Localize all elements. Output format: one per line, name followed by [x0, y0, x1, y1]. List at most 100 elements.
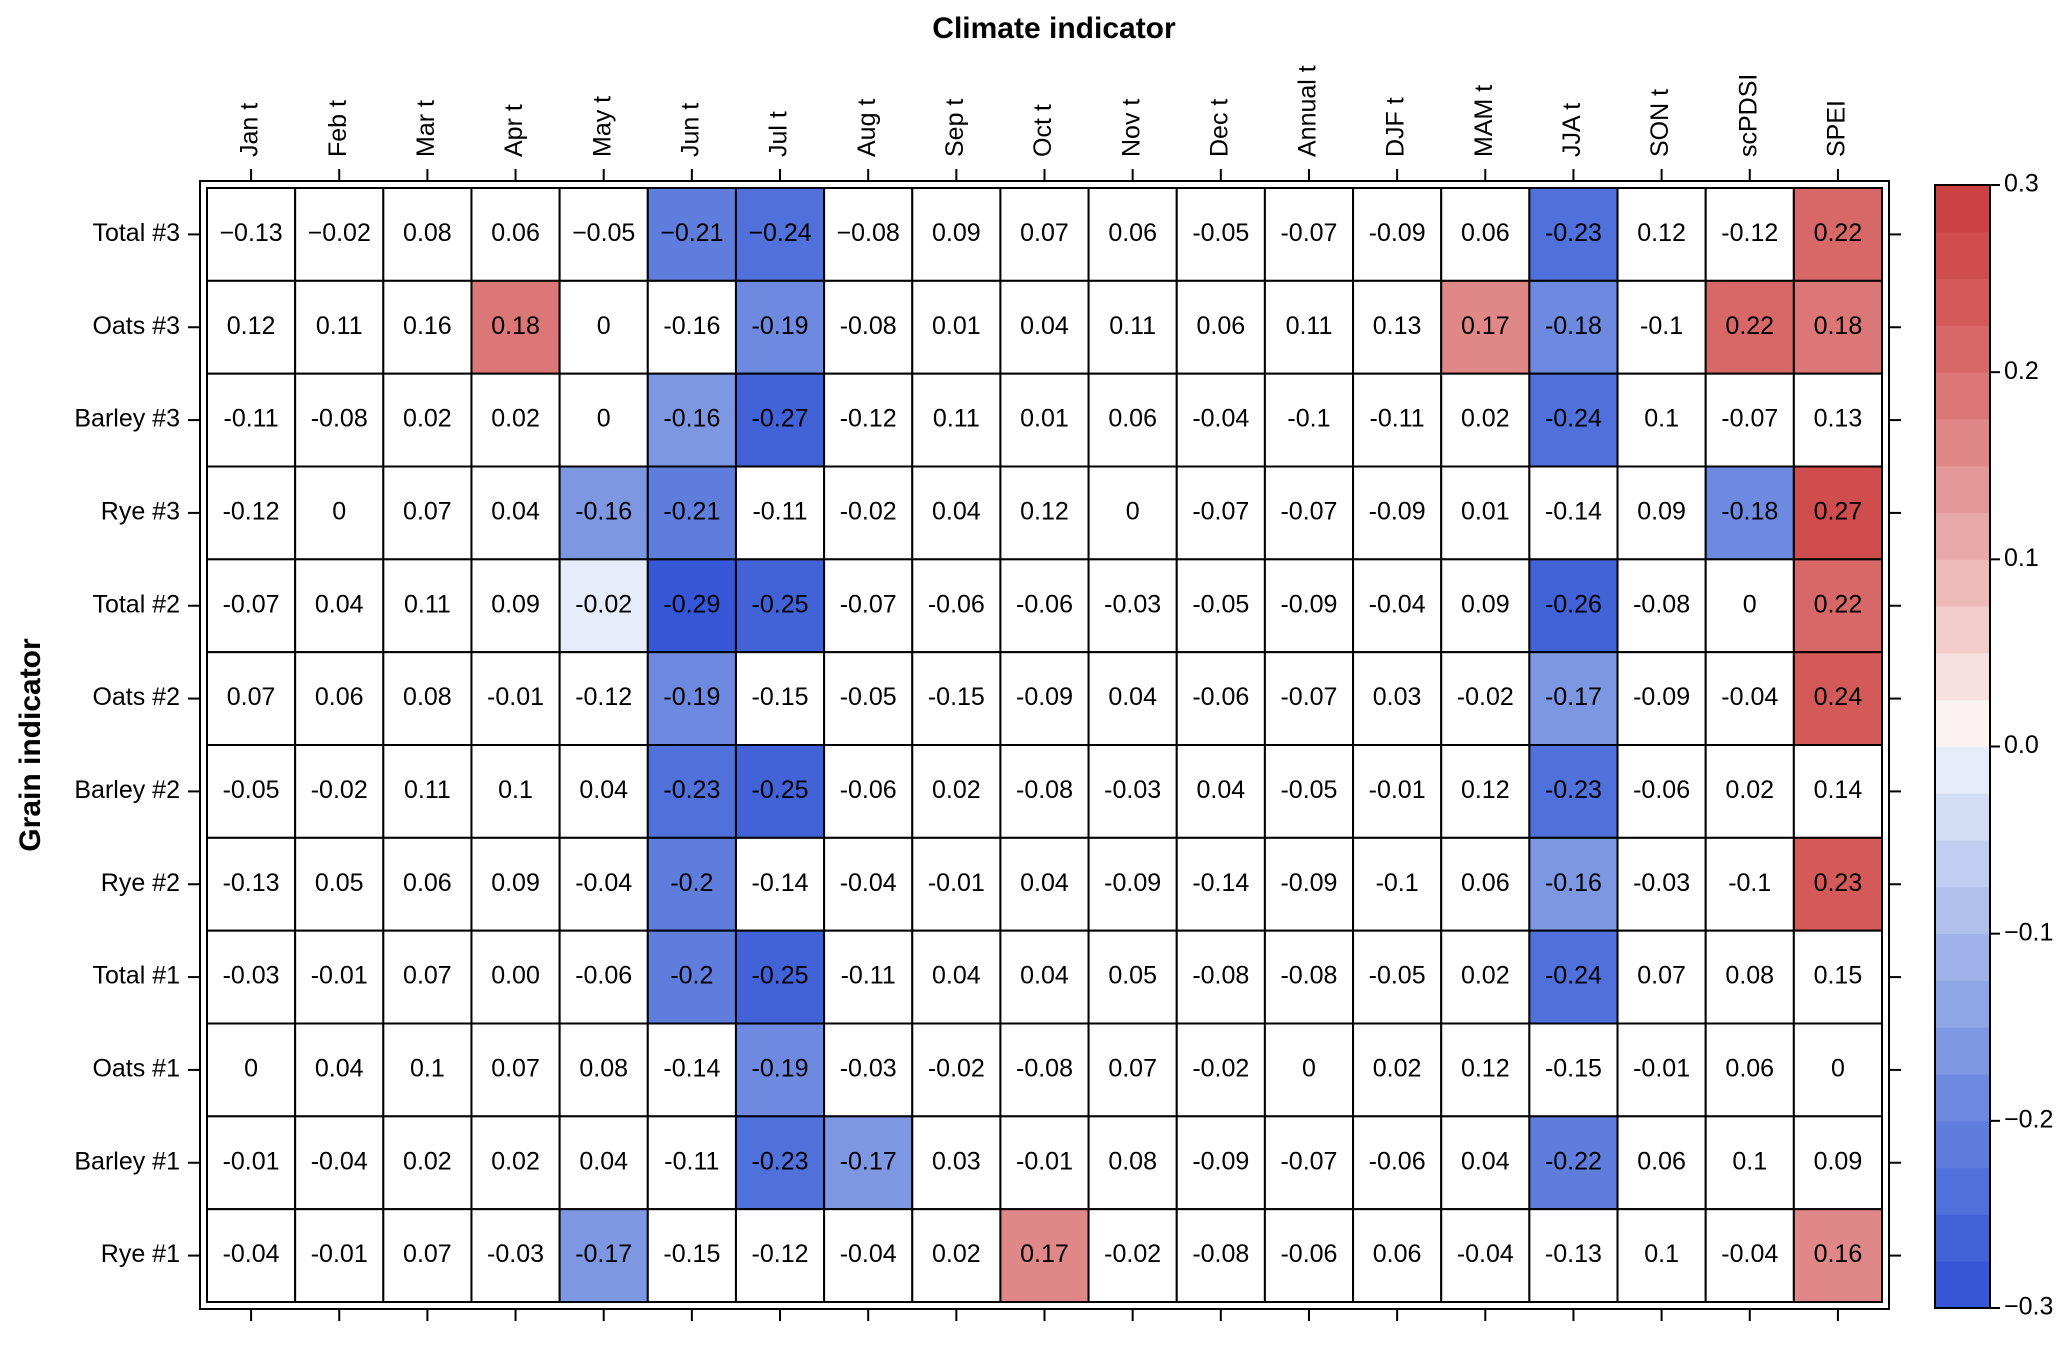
cell-label: -0.07 — [1280, 498, 1337, 526]
heatmap-cell — [911, 1115, 1002, 1211]
colorbar-bin — [1935, 652, 1990, 701]
cell-label: -0.16 — [663, 312, 720, 340]
heatmap-cell — [1440, 372, 1531, 468]
cell-label: -0.09 — [1280, 869, 1337, 897]
row-label: Rye #1 — [101, 1240, 180, 1268]
row-label: Oats #3 — [92, 312, 180, 340]
cell-label: -0.07 — [840, 590, 897, 618]
cell-label: -0.05 — [1192, 590, 1249, 618]
cell-label: -0.05 — [1192, 219, 1249, 247]
heatmap-cell — [734, 1115, 826, 1211]
heatmap-cell — [558, 1115, 649, 1211]
cell-label: -0.01 — [311, 962, 368, 990]
heatmap-cell — [911, 465, 1002, 561]
column-label: Jan t — [236, 103, 264, 157]
cell-label: 0.05 — [1108, 962, 1157, 990]
cell-label: -0.25 — [752, 776, 809, 804]
heatmap-cell — [823, 558, 914, 654]
cell-label: 0.08 — [1108, 1147, 1157, 1175]
cell-label: 0.12 — [1461, 1055, 1510, 1083]
column-label: May t — [588, 96, 616, 157]
cell-label: 0.27 — [1814, 498, 1863, 526]
chart-title: Climate indicator — [932, 12, 1176, 45]
cell-label: 0.11 — [1109, 312, 1156, 340]
cell-label: 0.07 — [491, 1055, 540, 1083]
cell-label: 0.1 — [1644, 405, 1679, 433]
cell-label: 0.09 — [491, 869, 540, 897]
heatmap-cell — [734, 744, 826, 839]
row-label: Barley #2 — [74, 776, 180, 804]
cell-label: -0.07 — [1721, 405, 1778, 433]
heatmap-cell — [470, 187, 561, 282]
cell-label: 0.09 — [1637, 498, 1686, 526]
cell-label: -0.17 — [1545, 683, 1602, 711]
cell-label: -0.15 — [1545, 1055, 1602, 1083]
heatmap-cell — [1175, 465, 1266, 561]
heatmap-cell — [1528, 836, 1619, 932]
cell-label: 0 — [1831, 1055, 1845, 1083]
cell-label: -0.16 — [575, 498, 632, 526]
cell-label: 0.11 — [933, 405, 980, 433]
colorbar-bin — [1935, 185, 1990, 233]
colorbar-bin — [1935, 886, 1990, 935]
cell-label: 0.22 — [1814, 219, 1863, 247]
cell-label: -0.06 — [1280, 1240, 1337, 1268]
column-label: MAM t — [1470, 85, 1498, 157]
heatmap-cell — [1263, 1115, 1355, 1211]
heatmap-cell — [1440, 929, 1531, 1025]
cell-label: 0.08 — [1725, 962, 1774, 990]
cell-label: -0.06 — [1192, 683, 1249, 711]
colorbar-tick-label: −0.3 — [2004, 1293, 2053, 1321]
heatmap-cell — [294, 1115, 385, 1211]
cell-label: 0.08 — [403, 219, 452, 247]
cell-label: 0.04 — [1020, 962, 1069, 990]
row-label: Rye #2 — [101, 869, 180, 897]
cell-label: 0.14 — [1814, 776, 1863, 804]
colorbar-tick-label: 0.2 — [2004, 357, 2039, 385]
cell-label: -0.05 — [223, 776, 280, 804]
heatmap-cell — [1792, 279, 1884, 375]
colorbar-tick-label: 0.1 — [2004, 544, 2039, 572]
cell-label: -0.03 — [840, 1055, 897, 1083]
column-label: SON t — [1646, 89, 1674, 157]
heatmap-cell — [734, 558, 826, 654]
colorbar-bin — [1935, 980, 1990, 1028]
heatmap-cell — [470, 1208, 561, 1303]
cell-label: -0.05 — [840, 683, 897, 711]
cell-label: -0.09 — [1369, 219, 1426, 247]
heatmap-cell — [1352, 279, 1443, 375]
cell-label: -0.02 — [1192, 1055, 1249, 1083]
cell-label: -0.03 — [487, 1240, 544, 1268]
cell-label: 0.11 — [404, 590, 451, 618]
cell-label: 0.06 — [1108, 405, 1157, 433]
cell-label: -0.01 — [928, 869, 985, 897]
cell-label: -0.23 — [1545, 776, 1602, 804]
cell-label: -0.17 — [575, 1240, 632, 1268]
heatmap-cell — [206, 1208, 297, 1303]
cell-label: -0.06 — [1633, 776, 1690, 804]
cell-label: -0.16 — [663, 405, 720, 433]
colorbar-bin — [1935, 1120, 1990, 1169]
cell-label: 0.03 — [1373, 683, 1422, 711]
heatmap-cell — [1792, 1115, 1884, 1211]
heatmap-cell — [1175, 372, 1266, 468]
cell-label: 0.11 — [316, 312, 363, 340]
heatmap-cell — [734, 372, 826, 468]
cell-label: -0.19 — [752, 312, 809, 340]
heatmap-cell — [1528, 651, 1619, 747]
colorbar-bin — [1935, 1027, 1990, 1075]
cell-label: -0.03 — [1104, 776, 1161, 804]
cell-label: 0 — [597, 312, 611, 340]
heatmap-cell — [1087, 558, 1178, 654]
cell-label: -0.1 — [1376, 869, 1419, 897]
cell-label: -0.11 — [841, 962, 896, 990]
heatmap-cell — [558, 1022, 649, 1118]
heatmap-cell — [823, 279, 914, 375]
heatmap-cell — [911, 651, 1002, 747]
colorbar-bin — [1935, 933, 1990, 981]
heatmap-cell — [999, 187, 1090, 282]
heatmap-cell — [1087, 465, 1178, 561]
cell-label: -0.12 — [752, 1240, 809, 1268]
row-label: Oats #1 — [92, 1055, 180, 1083]
